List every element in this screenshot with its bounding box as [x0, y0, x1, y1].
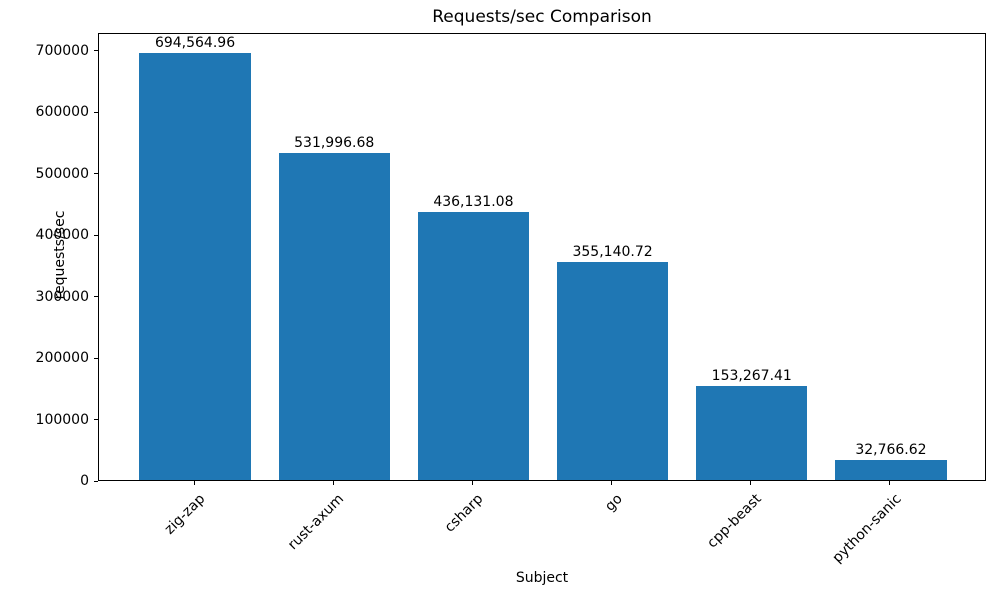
- x-axis-label: Subject: [515, 570, 569, 586]
- x-tick-label: python-sanic: [829, 491, 905, 567]
- y-tick-label: 700000: [35, 42, 89, 59]
- bar-value-label: 436,131.08: [433, 194, 514, 211]
- x-tick-mark: [471, 481, 473, 485]
- y-tick-label: 500000: [35, 165, 89, 182]
- y-tick-label: 0: [80, 473, 89, 489]
- y-tick-mark: [94, 111, 98, 113]
- x-tick-mark: [332, 481, 334, 485]
- x-tick-label: cpp-beast: [704, 491, 766, 552]
- x-tick-label: csharp: [442, 491, 487, 536]
- x-tick-label: rust-axum: [285, 491, 348, 554]
- bar-rust-axum: [278, 153, 390, 480]
- y-axis-label: requests/sec: [52, 210, 68, 300]
- bar-zig-zap: [139, 53, 251, 480]
- bar-value-label: 355,140.72: [572, 243, 653, 260]
- bar-value-label: 32,766.62: [855, 441, 927, 458]
- x-tick-mark: [750, 481, 752, 485]
- bar-cpp-beast: [696, 385, 808, 480]
- x-tick-mark: [611, 481, 613, 485]
- x-tick-mark: [889, 481, 891, 485]
- bar-value-label: 694,564.96: [154, 35, 236, 52]
- bar-go: [556, 261, 669, 480]
- bar-value-label: 153,267.41: [711, 367, 792, 384]
- y-tick-mark: [94, 480, 98, 482]
- bar-python-sanic: [835, 459, 947, 480]
- y-tick-label: 100000: [35, 411, 89, 428]
- x-tick-label: zig-zap: [161, 491, 209, 538]
- y-tick-mark: [94, 296, 98, 298]
- plot-area: 694,564.96 531,996.68 436,131.08 355,140.72…: [98, 33, 986, 481]
- y-tick-label: 200000: [35, 350, 89, 367]
- y-tick-mark: [94, 234, 98, 236]
- chart-title: Requests/sec Comparison: [432, 7, 652, 27]
- y-tick-mark: [94, 50, 98, 52]
- y-tick-mark: [94, 419, 98, 421]
- y-tick-label: 400000: [35, 227, 89, 244]
- y-tick-label: 600000: [35, 104, 89, 121]
- y-tick-mark: [94, 357, 98, 359]
- y-tick-label: 300000: [35, 288, 89, 305]
- x-tick-label: go: [602, 491, 626, 515]
- bar-csharp: [417, 212, 530, 480]
- y-tick-mark: [94, 173, 98, 175]
- x-tick-mark: [193, 481, 195, 485]
- bar-value-label: 531,996.68: [294, 135, 375, 152]
